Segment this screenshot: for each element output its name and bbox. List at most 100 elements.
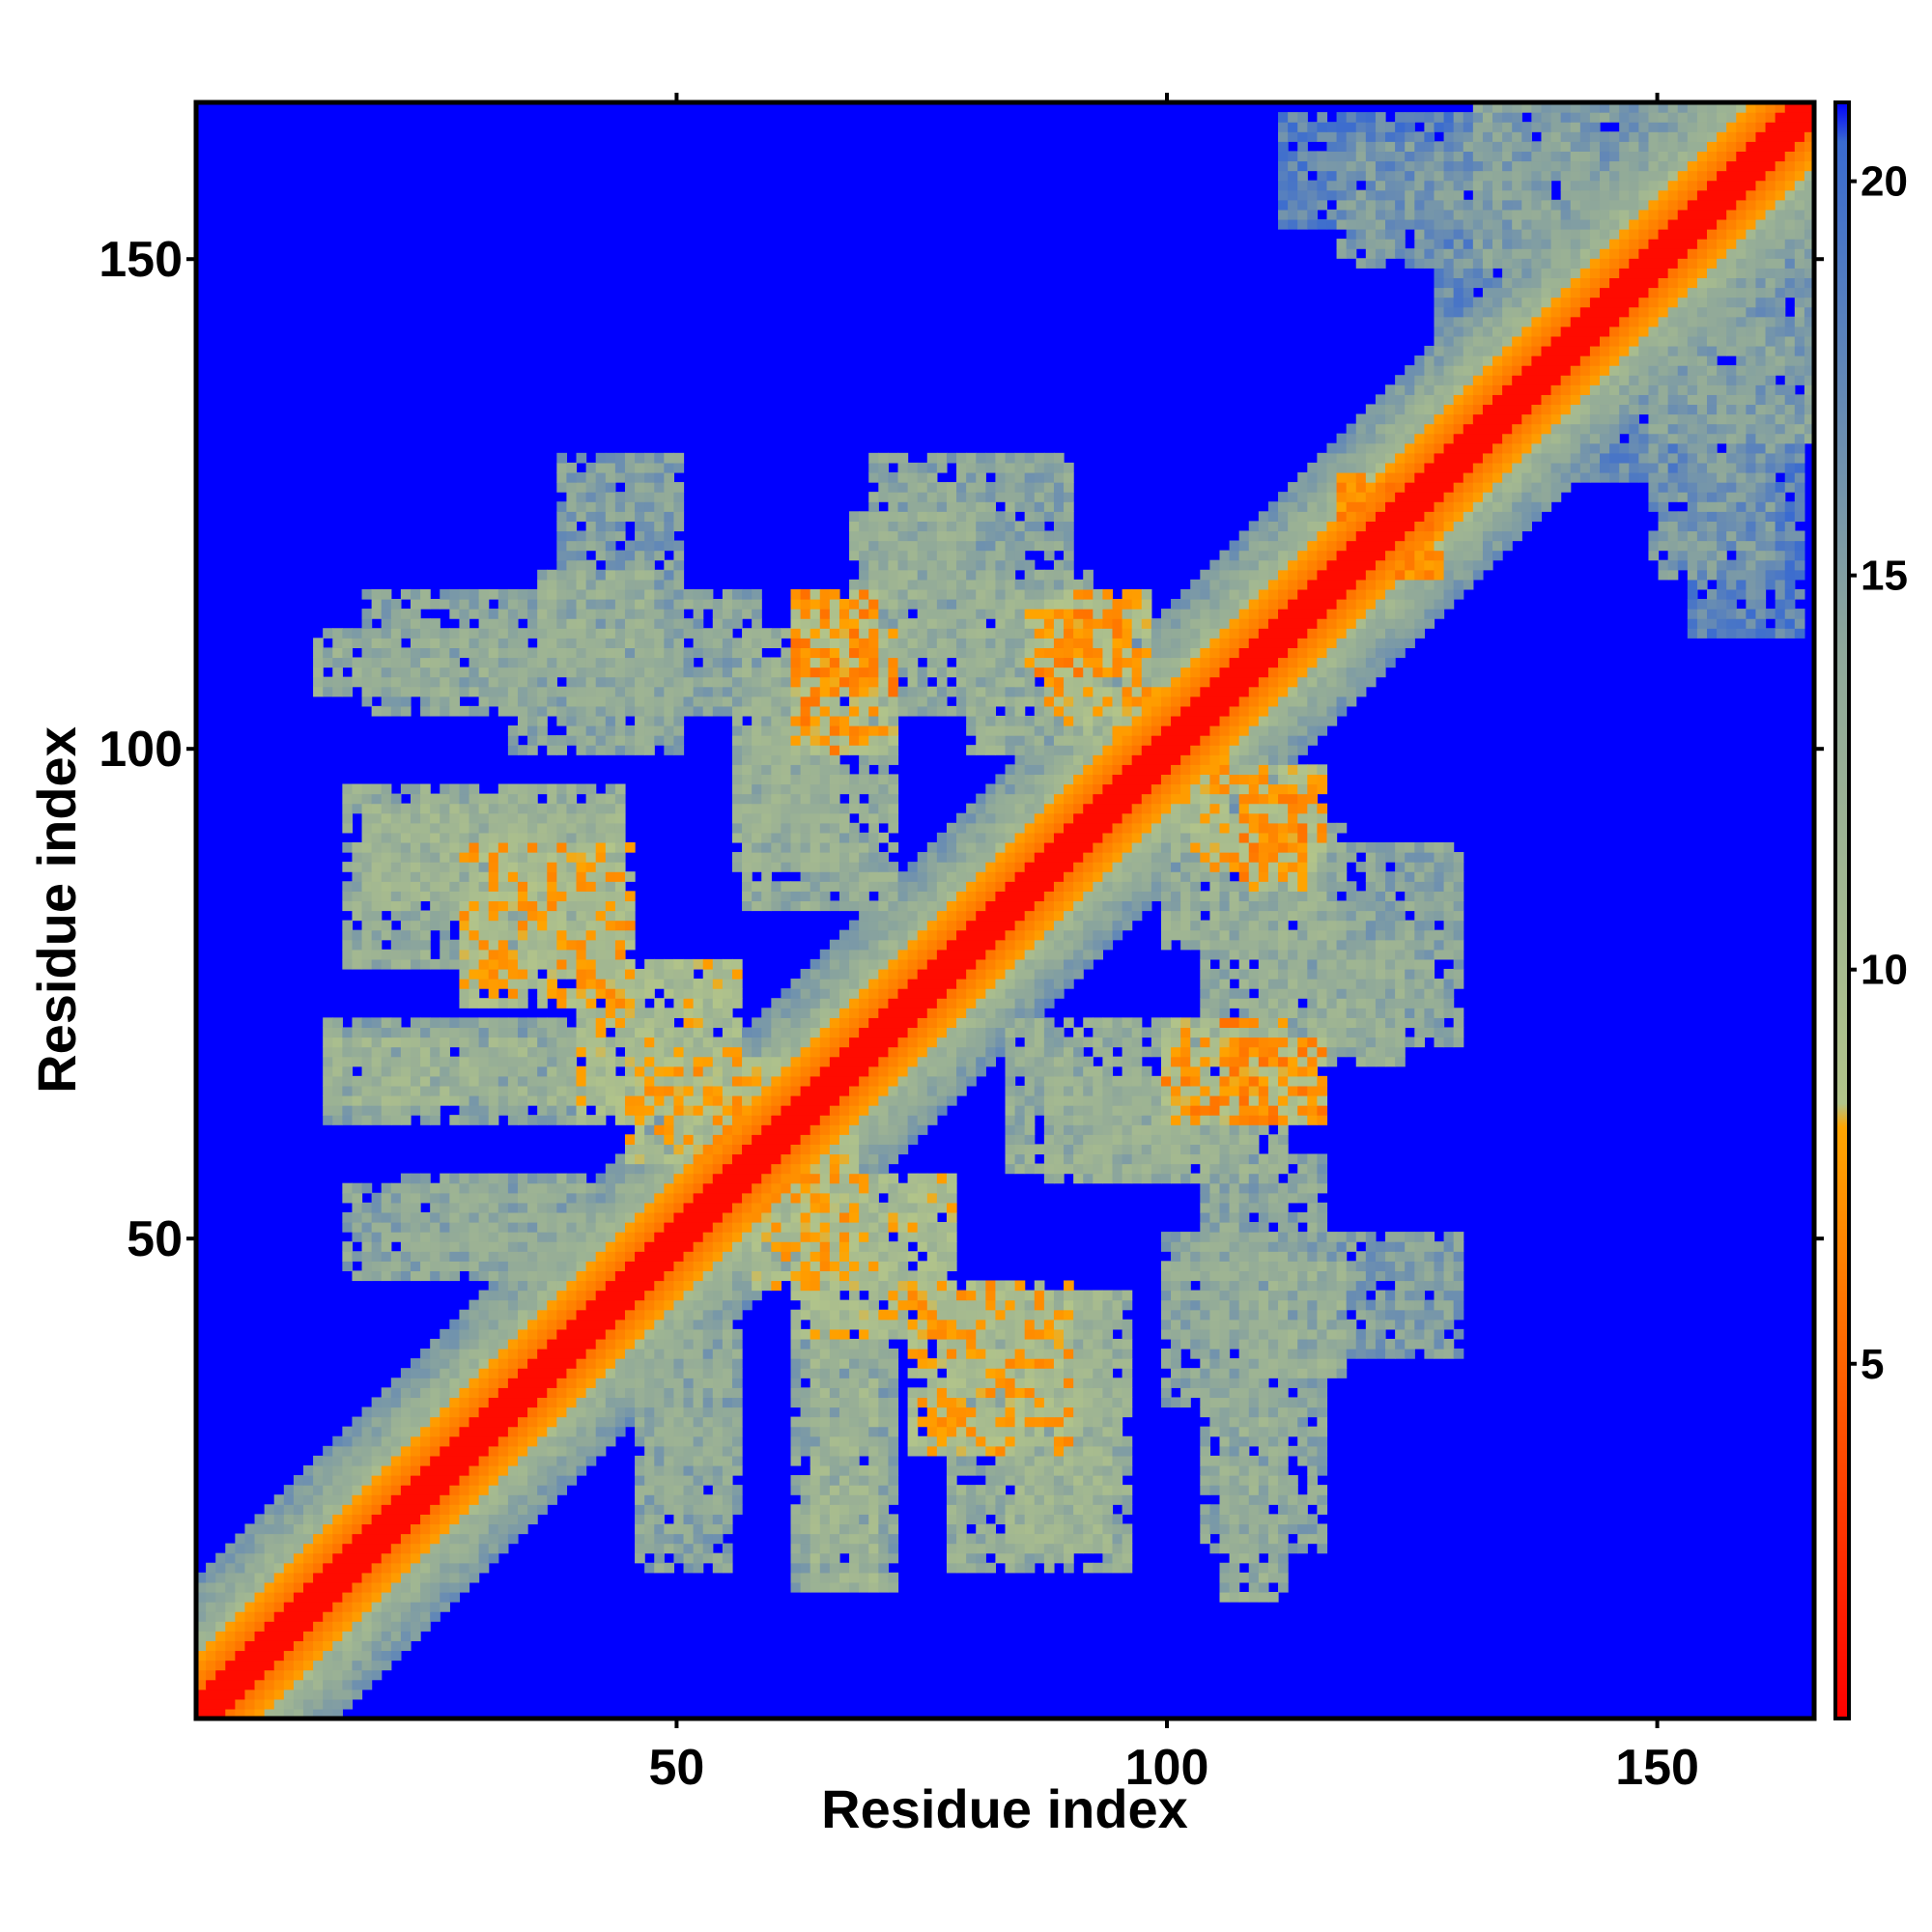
heatmap-cell xyxy=(1034,1017,1045,1029)
heatmap-cell xyxy=(800,1182,811,1194)
heatmap-cell xyxy=(1238,1290,1250,1301)
heatmap-cell xyxy=(800,1309,811,1321)
heatmap-cell xyxy=(673,1368,685,1378)
heatmap-cell xyxy=(859,1027,909,1038)
heatmap-cell xyxy=(1053,1153,1065,1165)
heatmap-cell xyxy=(1307,1358,1318,1369)
heatmap-cell xyxy=(654,1455,665,1466)
heatmap-cell xyxy=(352,1085,363,1096)
heatmap-cell xyxy=(1229,1464,1240,1476)
heatmap-cell xyxy=(1248,1378,1260,1388)
heatmap-cell xyxy=(1336,1008,1348,1018)
heatmap-cell xyxy=(829,1008,840,1018)
heatmap-cell xyxy=(1317,1290,1328,1301)
heatmap-cell xyxy=(585,1251,597,1262)
heatmap-cell xyxy=(1258,1056,1269,1067)
heatmap-cell xyxy=(323,1523,333,1535)
heatmap-cell xyxy=(683,1085,695,1096)
heatmap-cell xyxy=(342,1075,354,1087)
heatmap-cell xyxy=(225,1621,236,1632)
heatmap-cell xyxy=(897,1270,909,1282)
heatmap-cell xyxy=(781,1163,792,1175)
heatmap-cell xyxy=(868,1173,879,1184)
heatmap-cell xyxy=(576,1280,587,1292)
heatmap-cell xyxy=(800,1163,811,1175)
heatmap-cell xyxy=(926,1017,938,1029)
heatmap-cell xyxy=(859,1251,869,1262)
heatmap-cell xyxy=(1297,1406,1308,1418)
heatmap-cell xyxy=(556,1416,568,1428)
heatmap-cell xyxy=(1317,1426,1328,1437)
heatmap-cell xyxy=(342,1222,354,1233)
heatmap-cell xyxy=(576,1378,587,1388)
heatmap-cell xyxy=(859,1153,869,1165)
heatmap-cell xyxy=(478,1319,490,1330)
heatmap-cell xyxy=(897,1134,909,1145)
heatmap-cell xyxy=(1083,1435,1094,1447)
heatmap-cell xyxy=(381,1475,392,1486)
heatmap-cell xyxy=(790,1552,802,1564)
heatmap-cell xyxy=(547,1290,557,1301)
heatmap-cell xyxy=(819,1027,831,1038)
heatmap-cell xyxy=(1024,1085,1036,1096)
heatmap-cell xyxy=(693,988,704,999)
heatmap-cell xyxy=(829,1319,840,1330)
heatmap-cell xyxy=(829,1027,840,1038)
heatmap-cell xyxy=(926,1105,938,1116)
heatmap-cell xyxy=(556,1232,568,1242)
heatmap-cell xyxy=(459,1211,470,1223)
heatmap-cell xyxy=(1267,1163,1279,1175)
heatmap-cell xyxy=(1083,1523,1094,1535)
heatmap-cell xyxy=(731,998,743,1009)
heatmap-cell xyxy=(225,1543,236,1554)
heatmap-cell xyxy=(907,1445,919,1457)
heatmap-cell xyxy=(605,1056,616,1067)
heatmap-cell xyxy=(1034,1475,1045,1486)
heatmap-cell xyxy=(488,1299,499,1311)
heatmap-cell xyxy=(537,1270,548,1282)
heatmap-cell xyxy=(1200,1504,1210,1515)
heatmap-cell xyxy=(371,1261,383,1271)
heatmap-cell xyxy=(1102,1562,1114,1574)
heatmap-cell xyxy=(1102,1387,1114,1399)
heatmap-cell xyxy=(702,1514,714,1525)
heatmap-cell xyxy=(985,1504,997,1515)
heatmap-cell xyxy=(1248,1581,1260,1593)
heatmap-cell xyxy=(449,1562,461,1574)
heatmap-cell xyxy=(576,998,587,1009)
heatmap-cell xyxy=(654,1192,665,1204)
heatmap-cell xyxy=(1229,1134,1240,1145)
heatmap-cell xyxy=(517,1523,528,1535)
heatmap-cell xyxy=(712,1464,724,1476)
heatmap-cell xyxy=(469,1552,480,1564)
heatmap-cell xyxy=(868,1406,879,1418)
heatmap-cell xyxy=(976,998,986,1009)
heatmap-cell xyxy=(742,1280,753,1292)
heatmap-cell xyxy=(849,1299,860,1311)
heatmap-cell xyxy=(1180,1387,1191,1399)
heatmap-cell xyxy=(673,1435,685,1447)
heatmap-cell xyxy=(556,1046,578,1058)
heatmap-cell xyxy=(683,1514,695,1525)
heatmap-cell xyxy=(1424,1319,1435,1330)
heatmap-cell xyxy=(1064,1514,1074,1525)
heatmap-cell xyxy=(264,1689,275,1700)
heatmap-cell xyxy=(1258,1261,1269,1271)
heatmap-cell xyxy=(1258,1202,1269,1213)
heatmap-cell xyxy=(838,988,850,999)
heatmap-cell xyxy=(323,1085,333,1096)
heatmap-cell xyxy=(547,1017,557,1029)
heatmap-cell xyxy=(683,1192,695,1204)
heatmap-cell xyxy=(342,1445,354,1457)
heatmap-cell xyxy=(878,1134,890,1145)
heatmap-cell xyxy=(946,1349,957,1359)
heatmap-cell xyxy=(196,1621,207,1632)
heatmap-cell xyxy=(926,1445,938,1457)
heatmap-cell xyxy=(1424,998,1435,1009)
heatmap-cell xyxy=(712,1397,724,1408)
heatmap-cell xyxy=(323,1698,333,1710)
heatmap-cell xyxy=(722,1085,733,1096)
heatmap-cell xyxy=(1238,1251,1250,1262)
heatmap-cell xyxy=(1258,1251,1269,1262)
heatmap-cell xyxy=(547,1328,557,1340)
